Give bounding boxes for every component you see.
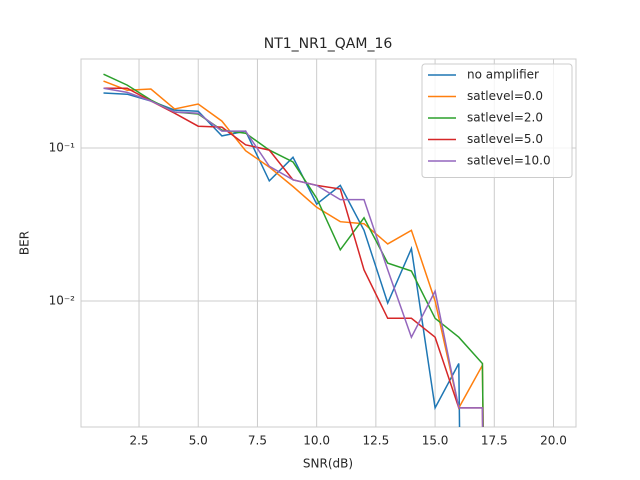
legend-box [421,63,573,178]
legend-label: no amplifier [467,68,539,82]
x-tick-label: 10.0 [303,434,330,448]
y-tick-label: 10⁻¹ [49,141,76,155]
y-tick-label: 10⁻² [49,293,76,307]
x-axis-label: SNR(dB) [303,457,353,471]
series-line [103,87,484,427]
x-tick-label: 20.0 [540,434,567,448]
series-line [103,92,461,427]
legend-label: satlevel=5.0 [467,132,543,146]
x-tick-label: 2.5 [129,434,148,448]
legend-label: satlevel=10.0 [467,154,551,168]
x-tick-label: 5.0 [189,434,208,448]
legend-label: satlevel=0.0 [467,89,543,103]
x-tick-label: 12.5 [363,434,390,448]
series-line [103,80,484,427]
x-tick-label: 7.5 [248,434,267,448]
x-tick-label: 17.5 [481,434,508,448]
y-axis-label: BER [18,231,32,255]
x-tick-label: 15.0 [422,434,449,448]
legend-label: satlevel=2.0 [467,111,543,125]
chart-title: NT1_NR1_QAM_16 [264,36,393,52]
